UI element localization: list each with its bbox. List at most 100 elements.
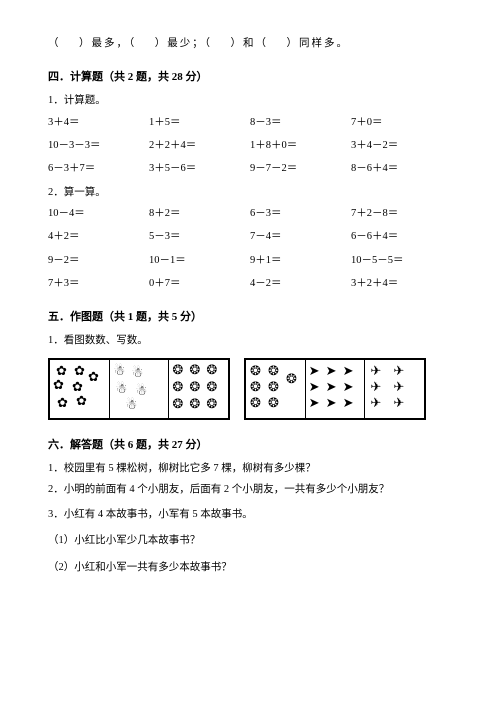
dove-icon: ✈ <box>370 364 381 377</box>
sec4-p2: 2．算一算。 <box>48 184 452 201</box>
expr: 7＋0＝ <box>351 114 452 131</box>
flower-icon: ✿ <box>74 364 85 377</box>
expr: 3＋4＝ <box>48 114 149 131</box>
expr: 9－2＝ <box>48 252 149 269</box>
dove-icon: ✈ <box>393 380 404 393</box>
paren-r: ） <box>231 38 244 49</box>
expr: 7－4＝ <box>250 228 351 245</box>
bird-icon: ➤ <box>326 364 337 377</box>
figure-group-2: ❂ ❂ ❂ ❂ ❂ ❂ ❂ ➤ ➤ ➤ ➤ ➤ ➤ ➤ ➤ ➤ ✈ ✈ <box>244 358 426 420</box>
sec6-q1: 1．校园里有 5 棵松树，柳树比它多 7 棵，柳树有多少棵？ <box>48 460 452 477</box>
panda-icon: ❂ <box>172 363 183 376</box>
panda-icon: ❂ <box>172 397 183 410</box>
cell-doves: ✈ ✈ ✈ ✈ ✈ ✈ <box>365 360 424 418</box>
expr: 7＋2－8＝ <box>351 205 452 222</box>
expr: 8－6＋4＝ <box>351 160 452 177</box>
paren-l: （ <box>129 38 136 49</box>
paren-r: ） <box>287 38 300 49</box>
sec6-q3a: （1）小红比小军少几本故事书？ <box>48 532 452 549</box>
expr: 8－3＝ <box>250 114 351 131</box>
flower-icon: ✿ <box>56 364 67 377</box>
txt-least: 最少； <box>167 38 205 49</box>
expr: 4－2＝ <box>250 275 351 292</box>
panda-icon: ❂ <box>206 363 217 376</box>
expr: 5－3＝ <box>149 228 250 245</box>
sec4-p1: 1．计算题。 <box>48 92 452 109</box>
cell-pandas: ❂ ❂ ❂ ❂ ❂ ❂ ❂ ❂ ❂ <box>169 360 228 418</box>
panda-icon: ❂ <box>206 397 217 410</box>
figure-group-1: ✿ ✿ ✿ ✿ ✿ ✿ ✿ ☃ ☃ ☃ ☃ ☃ ❂ ❂ ❂ ❂ ❂ ❂ <box>48 358 230 420</box>
section-4-title: 四．计算题（共 2 题，共 28 分） <box>48 68 452 86</box>
toy-icon: ☃ <box>114 364 126 377</box>
sec6-q3b: （2）小红和小军一共有多少本故事书？ <box>48 559 452 576</box>
paren-l: （ <box>205 38 212 49</box>
dove-icon: ✈ <box>370 380 381 393</box>
flower-icon: ✿ <box>53 378 64 391</box>
expr: 6－3＋7＝ <box>48 160 149 177</box>
flower-icon: ✿ <box>72 380 83 393</box>
paren-l: （ <box>256 38 269 49</box>
expr: 0＋7＝ <box>149 275 250 292</box>
flower-icon: ✿ <box>57 396 68 409</box>
cell-pandas2: ❂ ❂ ❂ ❂ ❂ ❂ ❂ <box>246 360 306 418</box>
expr: 3＋2＋4＝ <box>351 275 452 292</box>
panda-icon: ❂ <box>250 396 261 409</box>
expr: 10－4＝ <box>48 205 149 222</box>
fill-blank-line: （ ）最多，（ ）最少；（ ）和（ ）同样多。 <box>48 35 452 52</box>
calc-grid-2: 10－4＝ 8＋2＝ 6－3＝ 7＋2－8＝ 4＋2＝ 5－3＝ 7－4＝ 6－… <box>48 205 452 292</box>
calc-grid-1: 3＋4＝ 1＋5＝ 8－3＝ 7＋0＝ 10－3－3＝ 2＋2＋4＝ 1＋8＋0… <box>48 114 452 178</box>
panda-icon: ❂ <box>268 396 279 409</box>
panda-icon: ❂ <box>172 380 183 393</box>
bird-icon: ➤ <box>326 380 337 393</box>
panda-icon: ❂ <box>206 380 217 393</box>
section-6-title: 六．解答题（共 6 题，共 27 分） <box>48 436 452 454</box>
cell-birds: ➤ ➤ ➤ ➤ ➤ ➤ ➤ ➤ ➤ <box>306 360 366 418</box>
bird-icon: ➤ <box>343 364 354 377</box>
expr: 1＋8＋0＝ <box>250 137 351 154</box>
sec5-p1: 1．看图数数、写数。 <box>48 332 452 349</box>
toy-icon: ☃ <box>136 384 148 397</box>
sec6-q2: 2．小明的前面有 4 个小朋友，后面有 2 个小朋友，一共有多少个小朋友？ <box>48 481 452 498</box>
panda-icon: ❂ <box>268 364 279 377</box>
expr: 3＋5－6＝ <box>149 160 250 177</box>
expr: 8＋2＝ <box>149 205 250 222</box>
toy-icon: ☃ <box>126 398 138 411</box>
flower-icon: ✿ <box>88 370 99 383</box>
figure-row: ✿ ✿ ✿ ✿ ✿ ✿ ✿ ☃ ☃ ☃ ☃ ☃ ❂ ❂ ❂ ❂ ❂ ❂ <box>48 358 452 420</box>
section-5-title: 五．作图题（共 1 题，共 5 分） <box>48 308 452 326</box>
expr: 4＋2＝ <box>48 228 149 245</box>
panda-icon: ❂ <box>189 363 200 376</box>
toy-icon: ☃ <box>132 366 144 379</box>
expr: 7＋3＝ <box>48 275 149 292</box>
txt-most: 最多， <box>92 38 130 49</box>
expr: 6－6＋4＝ <box>351 228 452 245</box>
paren-r: ） <box>155 38 168 49</box>
expr: 9＋1＝ <box>250 252 351 269</box>
txt-same: 同样多。 <box>299 38 349 49</box>
dove-icon: ✈ <box>393 364 404 377</box>
panda-icon: ❂ <box>250 364 261 377</box>
paren-l: （ <box>48 38 61 49</box>
flower-icon: ✿ <box>76 394 87 407</box>
expr: 10－3－3＝ <box>48 137 149 154</box>
panda-icon: ❂ <box>250 380 261 393</box>
toy-icon: ☃ <box>116 382 128 395</box>
txt-and: 和 <box>243 38 256 49</box>
bird-icon: ➤ <box>309 396 320 409</box>
sec6-q3: 3．小红有 4 本故事书，小军有 5 本故事书。 <box>48 506 452 523</box>
paren-r: ） <box>79 38 92 49</box>
dove-icon: ✈ <box>393 396 404 409</box>
bird-icon: ➤ <box>309 380 320 393</box>
expr: 10－5－5＝ <box>351 252 452 269</box>
expr: 3＋4－2＝ <box>351 137 452 154</box>
expr: 6－3＝ <box>250 205 351 222</box>
expr: 10－1＝ <box>149 252 250 269</box>
expr: 9－7－2＝ <box>250 160 351 177</box>
panda-icon: ❂ <box>189 397 200 410</box>
expr: 1＋5＝ <box>149 114 250 131</box>
bird-icon: ➤ <box>326 396 337 409</box>
cell-toys: ☃ ☃ ☃ ☃ ☃ <box>110 360 170 418</box>
cell-flowers: ✿ ✿ ✿ ✿ ✿ ✿ ✿ <box>50 360 110 418</box>
panda-icon: ❂ <box>189 380 200 393</box>
expr: 2＋2＋4＝ <box>149 137 250 154</box>
